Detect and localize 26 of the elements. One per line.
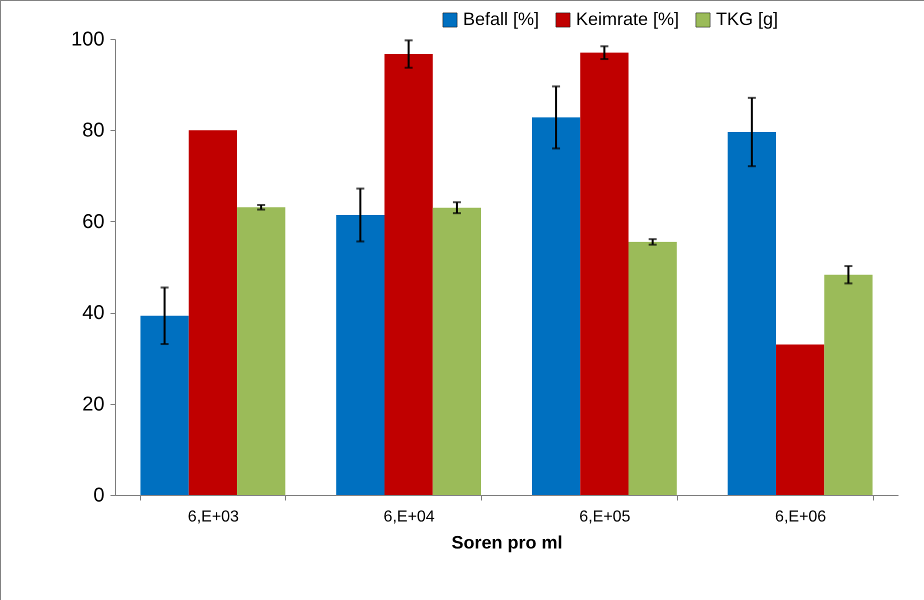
y-tick-label: 20 [82,393,104,416]
bar [824,274,873,495]
bar [237,207,286,495]
bar [728,132,776,495]
y-tick-label: 80 [82,120,104,142]
y-tick-label: 100 [71,28,104,50]
legend-label: Keimrate [%] [576,9,680,29]
bar [628,242,677,495]
x-tick-label: 6,E+06 [775,508,826,526]
bar [580,52,629,495]
x-tick-label: 6,E+04 [384,508,435,526]
x-tick-label: 6,E+05 [579,508,631,526]
bar [776,344,824,495]
bar [188,130,238,495]
bar [432,208,482,495]
bar [384,54,433,495]
y-tick-label: 60 [82,210,104,233]
x-tick-label: 6,E+03 [188,508,240,526]
bar [140,316,189,495]
y-tick-label: 40 [82,302,104,324]
y-tick-label: 0 [93,484,104,506]
x-axis-title: Soren pro ml [451,532,563,552]
bar [532,117,580,495]
bar [336,215,384,495]
legend-label: TKG [g] [716,9,778,29]
legend-label: Befall [%] [463,9,540,29]
